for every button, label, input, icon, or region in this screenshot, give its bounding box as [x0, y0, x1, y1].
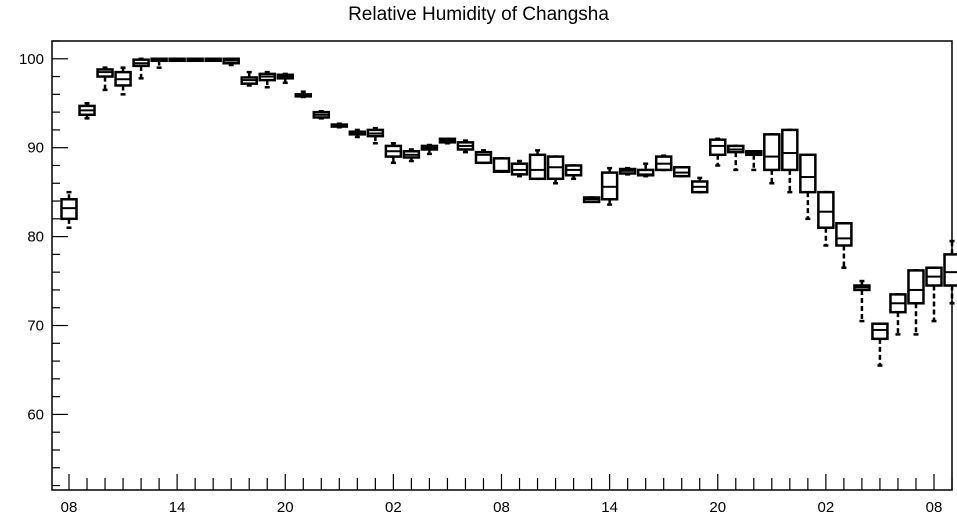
x-tick-label: 14	[169, 499, 186, 516]
y-tick-label: 60	[27, 406, 44, 423]
box	[943, 253, 957, 287]
box	[907, 269, 925, 305]
x-tick-label: 02	[385, 499, 402, 516]
box	[835, 222, 853, 247]
x-tick-label: 14	[601, 499, 618, 516]
y-tick-label: 70	[27, 318, 44, 335]
box	[528, 153, 547, 181]
box	[871, 322, 889, 341]
plot-frame	[51, 40, 953, 491]
x-tick-label: 20	[709, 499, 726, 516]
box	[781, 128, 799, 172]
x-tick-label: 08	[493, 499, 510, 516]
y-tick-label: 100	[19, 51, 44, 68]
x-tick-label: 20	[277, 499, 294, 516]
box	[799, 153, 817, 194]
chart-title: Relative Humidity of Changsha	[348, 4, 609, 25]
x-tick-label: 08	[926, 499, 943, 516]
box	[763, 133, 781, 172]
box	[817, 190, 835, 229]
y-tick-label: 80	[27, 229, 44, 246]
box	[709, 138, 727, 157]
x-tick-label: 02	[818, 499, 835, 516]
box	[474, 150, 493, 165]
box	[492, 157, 511, 173]
x-tick-label: 08	[61, 499, 78, 516]
y-tick-label: 90	[27, 140, 44, 157]
